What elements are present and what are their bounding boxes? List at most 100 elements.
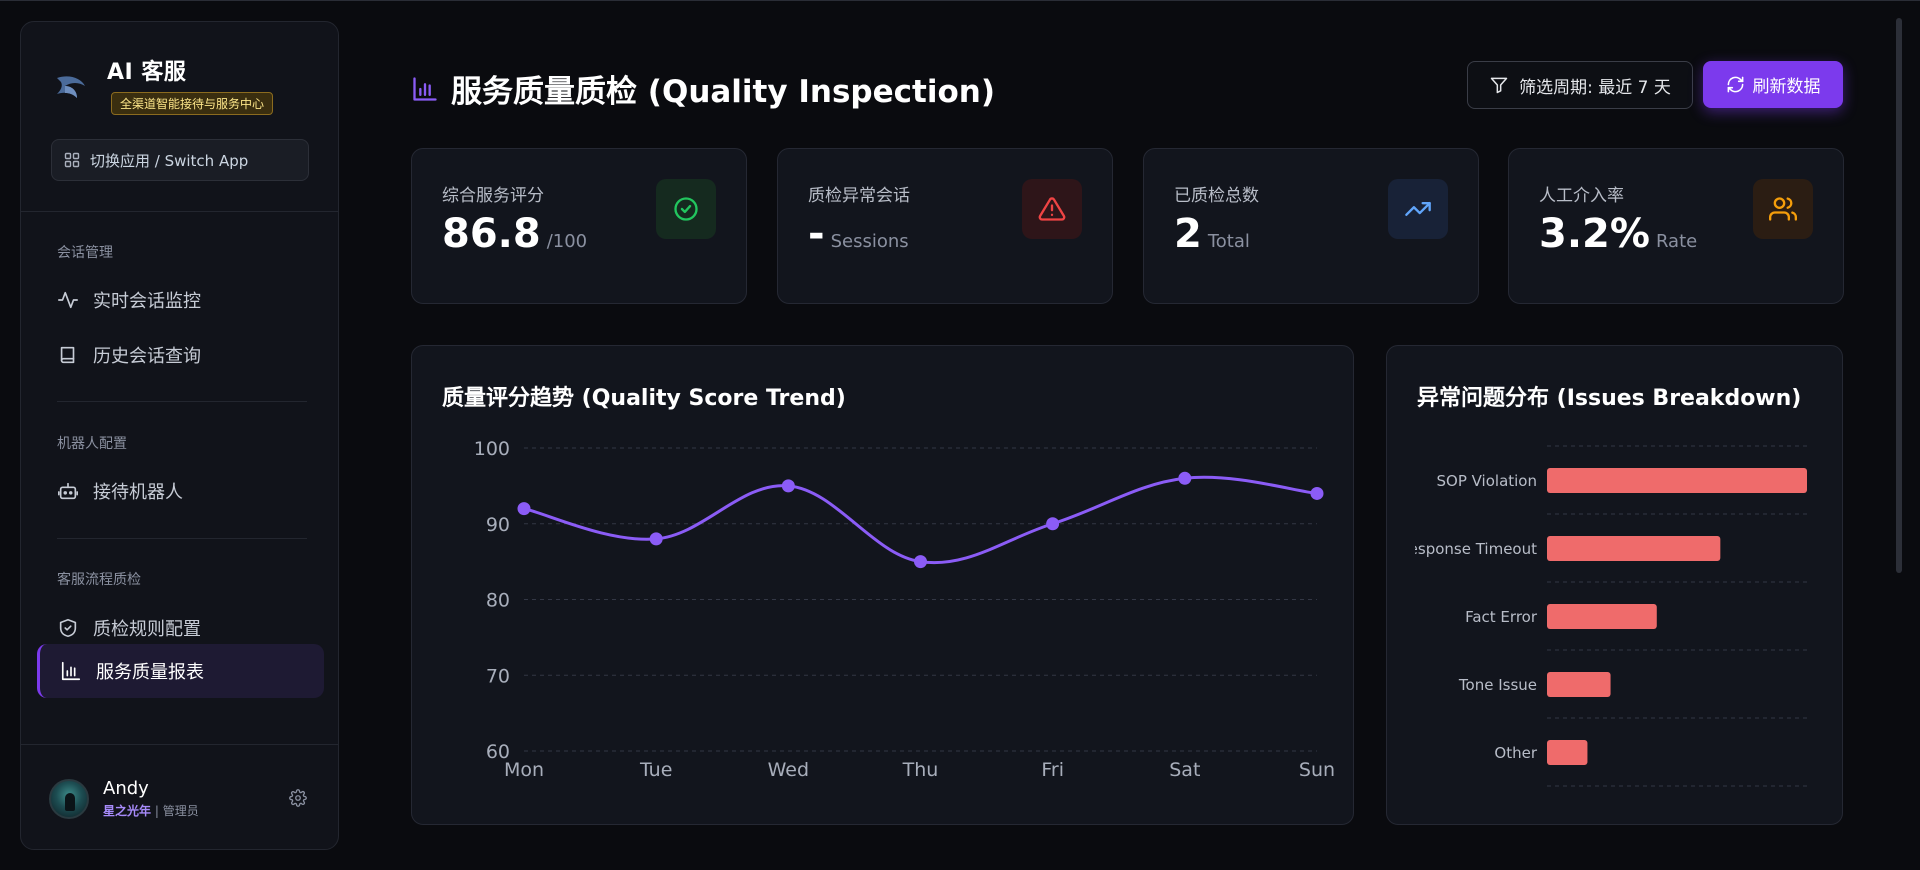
sidebar-item-live-monitor[interactable]: 实时会话监控 bbox=[57, 280, 201, 320]
category-label: Fact Error bbox=[1465, 608, 1538, 626]
y-tick-label: 70 bbox=[486, 665, 510, 687]
refresh-button[interactable]: 刷新数据 bbox=[1703, 61, 1843, 108]
sidebar-item-label: 服务质量报表 bbox=[96, 662, 204, 683]
x-tick-label: Tue bbox=[639, 759, 672, 781]
data-point bbox=[1178, 471, 1192, 485]
category-label: Other bbox=[1494, 744, 1537, 762]
stat-unit: Total bbox=[1207, 231, 1250, 252]
sidebar-item-label: 质检规则配置 bbox=[93, 619, 201, 640]
x-tick-label: Fri bbox=[1041, 759, 1064, 781]
stat-unit: Rate bbox=[1655, 231, 1698, 252]
stat-card-inspected-total: 已质检总数 2 Total bbox=[1143, 148, 1479, 304]
quality-trend-chart: 60 70 80 90 100 Mon Tue Wed Thu Fri Sat Sun bbox=[474, 438, 1335, 781]
group-label-session: 会话管理 bbox=[57, 245, 113, 261]
refresh-label: 刷新数据 bbox=[1752, 77, 1821, 97]
check-circle-icon bbox=[674, 197, 698, 221]
stat-card-service-score: 综合服务评分 86.8 /100 bbox=[411, 148, 747, 304]
stat-value: 86.8 bbox=[442, 211, 541, 257]
page-title-text: 服务质量质检 (Quality Inspection) bbox=[451, 74, 995, 110]
y-tick-label: 60 bbox=[486, 741, 510, 763]
stat-label: 人工介入率 bbox=[1539, 186, 1624, 206]
bar bbox=[1547, 536, 1721, 561]
activity-icon bbox=[58, 291, 78, 309]
stat-icon-box bbox=[656, 179, 716, 239]
sidebar: AI 客服 全渠道智能接待与服务中心 切换应用 / Switch App 会话管… bbox=[20, 21, 339, 850]
user-org: 星之光年 bbox=[103, 804, 152, 818]
bot-icon bbox=[58, 482, 78, 500]
brand: AI 客服 全渠道智能接待与服务中心 bbox=[51, 54, 274, 115]
x-tick-label: Wed bbox=[768, 759, 809, 781]
sidebar-item-qc-rules[interactable]: 质检规则配置 bbox=[57, 608, 201, 648]
scrollbar-thumb[interactable] bbox=[1896, 18, 1902, 573]
stat-unit: /100 bbox=[546, 231, 588, 252]
window-top-border bbox=[0, 0, 1920, 1]
chart-title: 异常问题分布 (Issues Breakdown) bbox=[1417, 386, 1802, 411]
stat-label: 质检异常会话 bbox=[808, 186, 910, 206]
bar bbox=[1547, 604, 1657, 629]
stat-value: - bbox=[808, 211, 825, 257]
sidebar-item-label: 历史会话查询 bbox=[93, 346, 201, 367]
data-point bbox=[649, 532, 663, 546]
data-point bbox=[1046, 517, 1060, 531]
x-tick-label: Mon bbox=[504, 759, 544, 781]
period-filter-button[interactable]: 筛选周期: 最近 7 天 bbox=[1467, 61, 1693, 109]
bar bbox=[1547, 740, 1588, 765]
user-profile[interactable]: Andy 星之光年 | 管理员 bbox=[49, 778, 199, 819]
book-icon bbox=[60, 346, 75, 364]
sidebar-item-reception-bot[interactable]: 接待机器人 bbox=[57, 471, 183, 511]
divider bbox=[21, 211, 338, 212]
switch-app-label: 切换应用 / Switch App bbox=[90, 151, 249, 170]
stat-icon-box bbox=[1388, 179, 1448, 239]
switch-app-button[interactable]: 切换应用 / Switch App bbox=[51, 139, 309, 181]
bar-chart-icon bbox=[61, 661, 81, 681]
trending-up-icon bbox=[1405, 202, 1431, 216]
data-point bbox=[781, 479, 795, 493]
x-tick-label: Sat bbox=[1169, 759, 1200, 781]
gear-icon[interactable] bbox=[289, 789, 307, 807]
alert-triangle-icon bbox=[1038, 197, 1066, 221]
chart-title: 质量评分趋势 (Quality Score Trend) bbox=[442, 386, 846, 411]
bar-chart-icon bbox=[413, 76, 437, 101]
brand-title: AI 客服 bbox=[107, 60, 187, 85]
stat-card-abnormal-sessions: 质检异常会话 - Sessions bbox=[777, 148, 1113, 304]
y-tick-label: 80 bbox=[486, 590, 510, 612]
category-label: SOP Violation bbox=[1436, 472, 1537, 490]
divider bbox=[57, 401, 307, 402]
data-point bbox=[517, 502, 531, 516]
series-line bbox=[523, 475, 1318, 565]
divider bbox=[21, 744, 338, 745]
sidebar-item-history[interactable]: 历史会话查询 bbox=[57, 335, 201, 375]
sidebar-item-label: 接待机器人 bbox=[93, 482, 183, 503]
page-title: 服务质量质检 (Quality Inspection) bbox=[411, 66, 995, 111]
brand-badge: 全渠道智能接待与服务中心 bbox=[111, 92, 274, 115]
sidebar-item-label: 实时会话监控 bbox=[93, 291, 201, 312]
shield-check-icon bbox=[59, 618, 77, 638]
period-filter-label: 筛选周期: 最近 7 天 bbox=[1519, 77, 1671, 98]
group-label-quality: 客服流程质检 bbox=[57, 572, 141, 588]
user-name: Andy bbox=[103, 778, 149, 799]
stat-label: 综合服务评分 bbox=[442, 186, 544, 206]
category-label: Response Timeout bbox=[1399, 540, 1537, 558]
category-label: Tone Issue bbox=[1458, 676, 1537, 694]
bar bbox=[1547, 468, 1807, 493]
sidebar-item-quality-report[interactable]: 服务质量报表 bbox=[37, 644, 324, 698]
stat-label: 已质检总数 bbox=[1174, 186, 1259, 206]
user-role: 管理员 bbox=[162, 804, 199, 818]
quality-trend-card: 质量评分趋势 (Quality Score Trend) 60 70 80 90 100… bbox=[411, 345, 1354, 825]
stat-icon-box bbox=[1753, 179, 1813, 239]
stat-icon-box bbox=[1022, 179, 1082, 239]
avatar bbox=[49, 778, 89, 819]
bar bbox=[1547, 672, 1611, 697]
data-point bbox=[914, 555, 927, 569]
stat-value: 3.2% bbox=[1539, 211, 1650, 257]
y-tick-label: 100 bbox=[474, 438, 510, 460]
y-tick-label: 90 bbox=[486, 514, 510, 536]
filter-icon bbox=[1490, 77, 1508, 94]
issues-breakdown-chart: SOP Violation Response Timeout Fact Error T… bbox=[1399, 445, 1807, 787]
brand-logo-icon bbox=[57, 76, 85, 98]
stat-value: 2 bbox=[1174, 211, 1202, 257]
users-icon bbox=[1769, 197, 1797, 221]
stat-unit: Sessions bbox=[830, 231, 909, 252]
group-label-bot: 机器人配置 bbox=[57, 436, 127, 452]
user-meta-separator: | bbox=[154, 804, 159, 818]
